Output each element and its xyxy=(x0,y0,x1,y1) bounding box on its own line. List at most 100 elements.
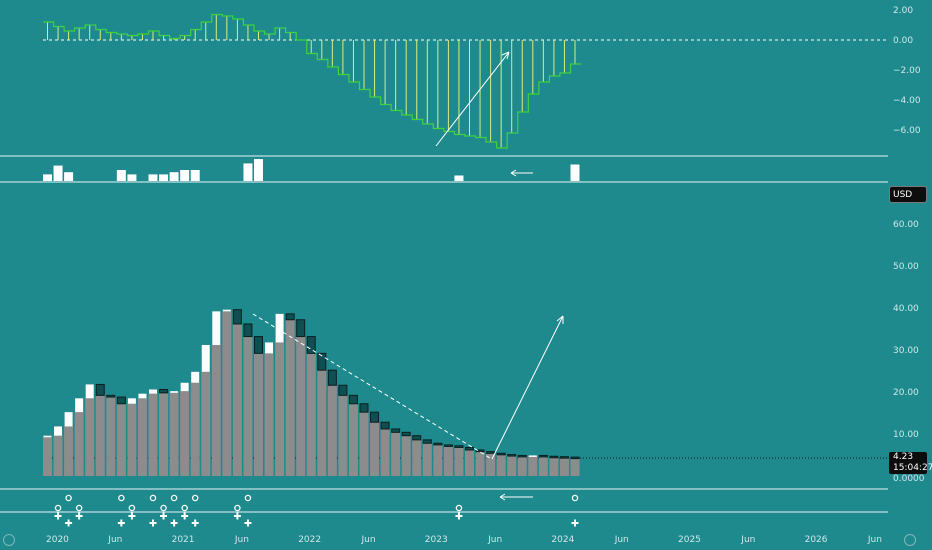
price-bar-45 xyxy=(517,455,527,476)
signal-circle-9 xyxy=(191,494,199,502)
price-candle-21 xyxy=(265,342,274,354)
price-bar-23 xyxy=(285,319,295,476)
price-candle-11 xyxy=(159,388,169,394)
price-candle-14 xyxy=(191,371,200,383)
signal-circle-3 xyxy=(118,494,125,502)
histogram-bar-8 xyxy=(127,174,137,181)
y-axis: 2.00 0.00 −2.00 −4.00 −6.00 10.00 20.00 30.00 40… xyxy=(893,6,925,484)
price-bar-15 xyxy=(201,371,211,476)
price-candle-37 xyxy=(433,442,443,446)
histogram-bar-11 xyxy=(159,174,169,181)
price-bar-30 xyxy=(359,412,369,476)
price-candle-6 xyxy=(106,394,116,398)
price-tick-4: 50.00 xyxy=(893,262,919,272)
x-axis: 2020 Jun 2021 Jun 2022 Jun 2023 Jun 2024 Jun 2025 J… xyxy=(46,535,882,545)
price-bar-7 xyxy=(116,403,126,476)
price-series xyxy=(43,309,580,476)
signal-plus-9 xyxy=(191,519,199,527)
x-tick-3: Jun xyxy=(234,535,249,545)
signal-circle-5 xyxy=(149,494,157,502)
price-bar-17 xyxy=(222,311,232,476)
pointer-arrowhead-markers xyxy=(499,493,506,501)
histogram-bar-12 xyxy=(169,172,179,181)
price-bar-37 xyxy=(433,444,443,476)
price-bar-46 xyxy=(528,455,538,476)
trend-arrow-price xyxy=(491,315,564,460)
signal-circle-0 xyxy=(54,504,62,512)
price-candle-44 xyxy=(507,454,517,457)
signal-plus-6 xyxy=(160,512,168,520)
x-tick-12: 2026 xyxy=(805,535,828,545)
price-candle-32 xyxy=(380,421,390,430)
price-bar-39 xyxy=(454,447,464,476)
price-bar-1 xyxy=(53,435,63,476)
price-bar-12 xyxy=(169,392,179,476)
oscillator-tick-0: 2.00 xyxy=(893,6,913,16)
price-candle-41 xyxy=(475,449,485,453)
price-bar-26 xyxy=(317,370,327,476)
price-candle-10 xyxy=(149,389,157,394)
signal-plus-10 xyxy=(233,512,241,520)
tradingview-logo-icon[interactable] xyxy=(3,534,15,546)
price-bar-25 xyxy=(306,353,316,476)
signal-plus-5 xyxy=(149,519,157,527)
price-candle-7 xyxy=(116,396,126,405)
x-tick-11: Jun xyxy=(740,535,755,545)
signal-circle-12 xyxy=(455,504,463,512)
price-candle-17 xyxy=(222,309,231,312)
price-candle-23 xyxy=(285,313,295,321)
price-candle-28 xyxy=(338,384,348,396)
x-tick-8: 2024 xyxy=(551,535,574,545)
price-bar-19 xyxy=(243,336,253,476)
price-candle-3 xyxy=(75,398,84,413)
signal-plus-11 xyxy=(244,519,252,527)
price-candle-18 xyxy=(232,309,242,325)
signal-plus-12 xyxy=(455,512,463,520)
histogram-bar-39 xyxy=(454,175,464,181)
oscillator-line xyxy=(43,13,582,149)
x-tick-0: 2020 xyxy=(46,535,69,545)
timezone-icon[interactable] xyxy=(904,534,916,546)
histogram-bar-14 xyxy=(190,170,200,181)
price-bar-18 xyxy=(232,323,242,476)
price-bar-32 xyxy=(380,428,390,476)
price-candle-30 xyxy=(359,403,369,413)
price-candle-27 xyxy=(327,369,337,386)
price-candle-12 xyxy=(170,391,179,393)
currency-label[interactable]: USD xyxy=(889,186,927,203)
price-tick-min: 0.0000 xyxy=(893,474,925,484)
signal-plus-3 xyxy=(117,519,125,527)
signal-circle-8 xyxy=(181,504,188,512)
x-tick-6: 2023 xyxy=(425,535,448,545)
signal-plus-1 xyxy=(65,519,73,527)
price-tick-2: 30.00 xyxy=(893,346,919,356)
price-candle-46 xyxy=(528,455,537,457)
x-tick-1: Jun xyxy=(107,535,122,545)
price-bar-20 xyxy=(254,353,263,476)
bar-countdown: 15:04:27 xyxy=(893,463,932,473)
signal-circle-10 xyxy=(234,504,241,512)
price-tick-3: 40.00 xyxy=(893,304,919,314)
price-candle-34 xyxy=(401,431,411,437)
price-bar-2 xyxy=(64,426,74,476)
oscillator-tick-1: 0.00 xyxy=(893,36,913,46)
price-candle-45 xyxy=(517,454,527,458)
price-bar-24 xyxy=(296,336,306,476)
price-candle-38 xyxy=(443,444,453,447)
price-bar-27 xyxy=(327,385,337,476)
price-candle-16 xyxy=(212,311,221,345)
price-bar-22 xyxy=(275,342,285,476)
histogram-bar-1 xyxy=(53,165,63,181)
last-price-value: 4.23 xyxy=(893,452,914,462)
histogram-bar-50 xyxy=(570,164,580,181)
price-candle-20 xyxy=(254,336,263,354)
trend-arrowhead-price xyxy=(556,315,564,324)
signal-circle-1 xyxy=(65,494,72,502)
price-candle-5 xyxy=(95,383,105,396)
x-tick-10: 2025 xyxy=(678,535,701,545)
price-candle-33 xyxy=(391,428,401,433)
signal-circle-6 xyxy=(160,504,167,512)
price-candle-26 xyxy=(317,352,327,371)
price-candle-4 xyxy=(85,384,94,399)
